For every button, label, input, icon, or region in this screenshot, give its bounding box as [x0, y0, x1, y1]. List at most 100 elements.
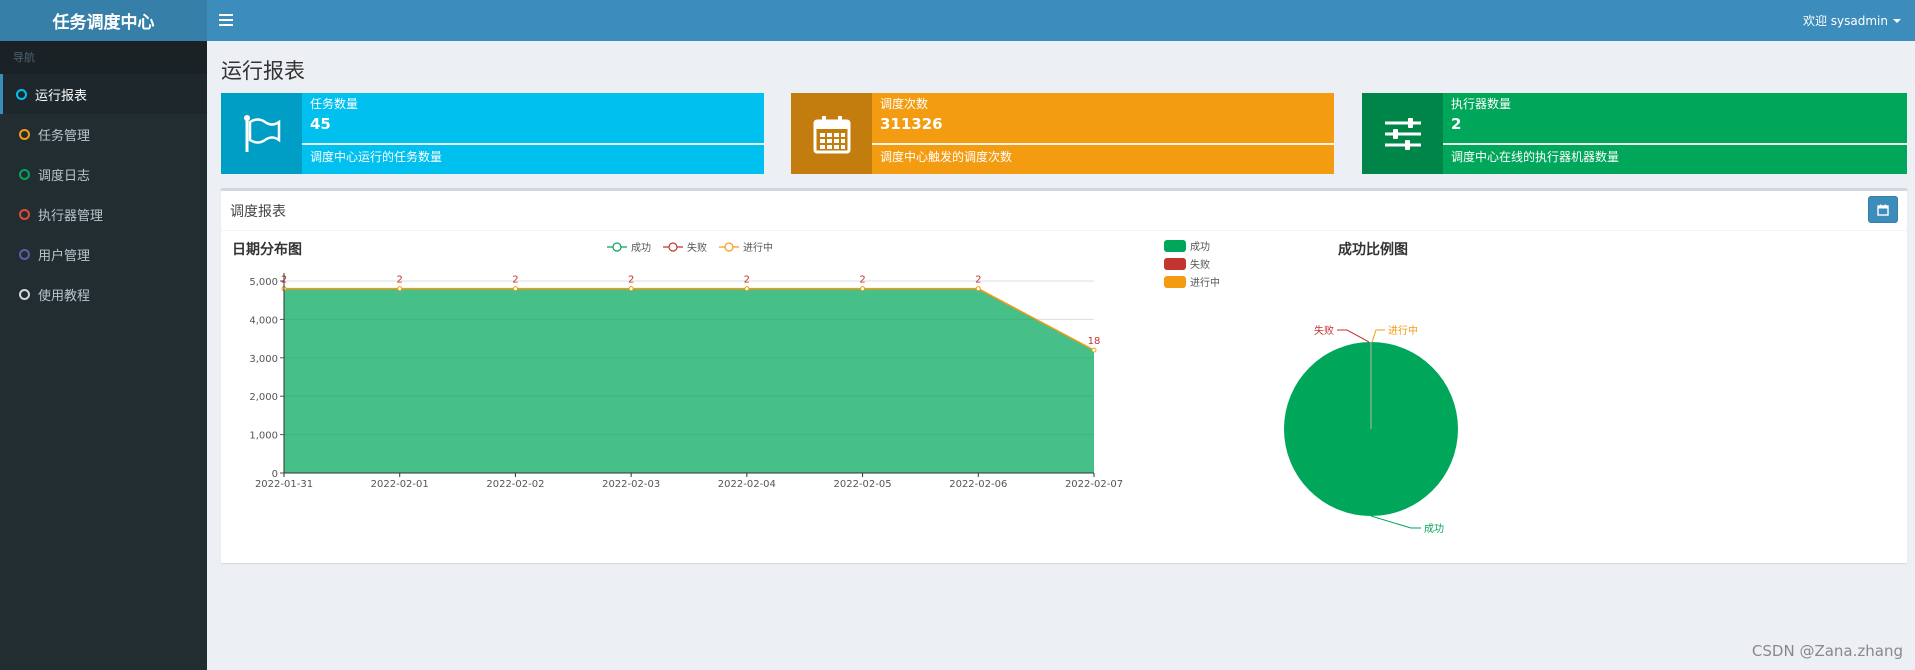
data-label: 2 [397, 275, 403, 286]
caret-down-icon [1893, 18, 1901, 23]
data-point [744, 286, 750, 292]
circle-icon [19, 168, 30, 180]
info-progress [1443, 143, 1907, 145]
watermark: CSDN @Zana.zhang [1751, 642, 1903, 660]
info-box-executor-count: 执行器数量 2 调度中心在线的执行器机器数量 [1362, 93, 1907, 174]
x-tick-label: 2022-02-04 [718, 479, 776, 490]
sidebar-item[interactable]: 使用教程 [0, 274, 207, 314]
leader-line [1371, 329, 1385, 343]
legend-marker [612, 242, 622, 252]
legend-label: 失败 [687, 241, 707, 254]
series-line [284, 287, 1095, 351]
circle-icon [19, 208, 30, 220]
info-number: 311326 [880, 115, 943, 133]
x-tick-label: 2022-02-07 [1065, 479, 1123, 490]
info-desc: 调度中心触发的调度次数 [880, 150, 1013, 164]
pie-label: 进行中 [1388, 324, 1418, 337]
sidebar-toggle-icon[interactable] [219, 11, 233, 29]
data-label: 18 [1088, 336, 1101, 347]
info-label: 调度次数 [880, 97, 929, 111]
sidebar-item[interactable]: 任务管理 [0, 114, 207, 154]
sidebar-item[interactable]: 用户管理 [0, 234, 207, 274]
x-tick-label: 2022-02-06 [949, 479, 1007, 490]
pie-label: 失败 [1314, 324, 1334, 337]
info-progress [302, 143, 764, 145]
leader-line [1370, 515, 1421, 529]
info-number: 2 [1451, 115, 1462, 133]
y-tick-label: 5,000 [249, 277, 278, 288]
sidebar-item[interactable]: 执行器管理 [0, 194, 207, 234]
legend-label: 成功 [631, 242, 651, 254]
data-label: 2 [975, 275, 981, 286]
pie-label: 成功 [1424, 523, 1444, 535]
data-point [512, 286, 518, 292]
series-area-success [284, 288, 1094, 473]
page-title: 运行报表 [221, 59, 305, 83]
info-number: 45 [310, 115, 331, 133]
sidebar-item[interactable]: 调度日志 [0, 154, 207, 194]
charts-area: 日期分布图01,0002,0003,0004,0005,000222222218… [232, 240, 1458, 535]
legend-marker [668, 242, 678, 252]
sidebar-item-label: 调度日志 [38, 168, 91, 184]
flag-icon [221, 93, 302, 174]
sidebar-item[interactable]: 运行报表 [0, 74, 207, 114]
topbar: 欢迎 sysadmin [207, 0, 1915, 41]
legend-swatch [1164, 240, 1186, 252]
data-label: 2 [628, 275, 634, 286]
sidebar-item-label: 用户管理 [38, 248, 91, 264]
nav-list: 运行报表任务管理调度日志执行器管理用户管理使用教程 [0, 74, 207, 314]
y-tick-label: 3,000 [249, 354, 278, 365]
info-desc: 调度中心在线的执行器机器数量 [1451, 150, 1620, 164]
legend-label: 成功 [1190, 241, 1210, 253]
chart-title: 日期分布图 [232, 241, 302, 258]
y-tick-label: 2,000 [249, 392, 278, 403]
x-tick-label: 2022-01-31 [255, 479, 313, 490]
legend-swatch [1164, 258, 1186, 270]
calendar-icon [1877, 204, 1889, 216]
data-point [860, 286, 866, 292]
chart-title: 成功比例图 [1338, 241, 1408, 258]
legend-label: 进行中 [743, 241, 773, 254]
nav-header: 导航 [0, 41, 207, 74]
x-tick-label: 2022-02-05 [834, 479, 892, 490]
report-title: 调度报表 [221, 191, 1907, 231]
data-point [1091, 347, 1097, 353]
data-label: 2 [512, 275, 518, 286]
sidebar-item-label: 任务管理 [38, 128, 91, 144]
info-label: 任务数量 [310, 97, 359, 111]
report-box: 调度报表 日期分布图 0 1,000 2,000 3,000 4,000 5,000 2 2 2 2… [221, 188, 1907, 563]
sidebar-item-label: 运行报表 [35, 88, 88, 104]
app-logo[interactable]: 任务调度中心 [0, 0, 207, 41]
calendar-icon [791, 93, 872, 174]
info-box-schedule-count: 调度次数 311326 调度中心触发的调度次数 [791, 93, 1334, 174]
x-tick-label: 2022-02-03 [602, 479, 660, 490]
circle-icon [19, 248, 30, 260]
y-tick-label: 1,000 [249, 431, 278, 442]
y-tick-label: 0 [272, 469, 278, 480]
circle-icon [16, 88, 27, 100]
sidebar-item-label: 执行器管理 [38, 208, 104, 224]
data-label: 2 [744, 275, 750, 286]
legend-label: 失败 [1190, 258, 1210, 271]
info-progress [872, 143, 1334, 145]
user-greeting: 欢迎 sysadmin [1802, 14, 1888, 28]
legend-label: 进行中 [1190, 276, 1220, 289]
data-label: 2 [859, 275, 865, 286]
sliders-icon [1362, 93, 1443, 174]
info-desc: 调度中心运行的任务数量 [310, 150, 443, 164]
x-tick-label: 2022-02-02 [486, 479, 544, 490]
legend-marker [724, 242, 734, 252]
circle-icon [19, 288, 30, 300]
sidebar-item-label: 使用教程 [38, 288, 91, 304]
info-label: 执行器数量 [1451, 97, 1512, 111]
date-range-button[interactable] [1868, 196, 1898, 223]
user-menu[interactable]: 欢迎 sysadmin [1803, 0, 1901, 41]
sidebar: 任务调度中心 导航 运行报表任务管理调度日志执行器管理用户管理使用教程 [0, 0, 207, 670]
data-point [397, 286, 403, 292]
leader-line [1337, 329, 1370, 343]
y-tick-label: 4,000 [249, 315, 278, 326]
data-point [628, 286, 634, 292]
legend-swatch [1164, 276, 1186, 288]
data-point [975, 286, 981, 292]
circle-icon [19, 128, 30, 140]
